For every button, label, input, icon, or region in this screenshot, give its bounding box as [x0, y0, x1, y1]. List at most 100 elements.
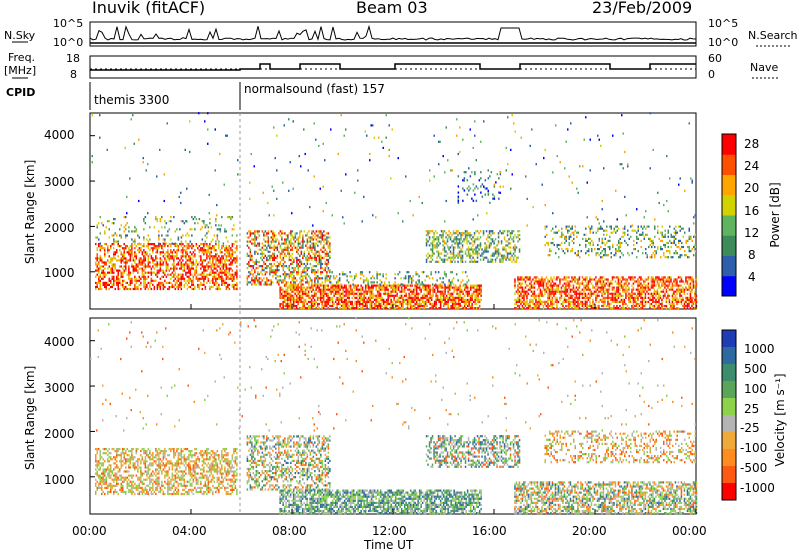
power-cell — [416, 283, 419, 286]
power-cell — [231, 255, 234, 258]
power-cell — [572, 304, 575, 308]
power-cell — [324, 242, 327, 245]
power-cell — [553, 302, 555, 306]
power-cell — [294, 232, 297, 235]
power-cell — [131, 245, 133, 248]
power-cell — [554, 288, 557, 291]
power-cell — [333, 286, 335, 289]
power-cell — [493, 232, 495, 235]
power-cell — [458, 238, 461, 241]
power-cell — [284, 260, 286, 264]
power-cell — [577, 302, 579, 306]
power-cell — [402, 307, 404, 310]
power-cell — [490, 260, 492, 263]
power-cell — [542, 284, 545, 287]
power-cell — [135, 228, 138, 231]
power-cell — [601, 292, 603, 295]
power-cell — [201, 287, 204, 291]
power-cell — [442, 302, 445, 306]
power-cell — [177, 249, 180, 252]
power-cell — [638, 294, 641, 297]
power-cell — [111, 277, 113, 280]
power-cell — [221, 255, 223, 258]
power-cell — [382, 286, 385, 289]
power-cell — [326, 262, 328, 266]
power-cell — [161, 275, 163, 278]
power-cell — [276, 248, 279, 251]
power-cell — [162, 275, 165, 278]
power-cell — [550, 304, 552, 308]
power-cell — [436, 242, 438, 245]
power-cell — [385, 273, 387, 276]
power-cell — [439, 277, 441, 280]
power-cell — [565, 286, 567, 289]
power-cell — [210, 273, 213, 276]
power-cell — [433, 300, 436, 303]
power-cell — [107, 267, 109, 270]
power-cell — [99, 216, 101, 219]
power-cell — [330, 286, 332, 289]
power-cell — [155, 259, 157, 262]
velocity-colorbar-segment — [722, 398, 736, 416]
power-cell — [457, 296, 460, 299]
power-cell — [301, 292, 304, 295]
power-cell — [355, 304, 358, 308]
power-cell — [270, 246, 273, 249]
power-cell — [370, 286, 373, 289]
power-cell — [231, 245, 234, 248]
power-cell — [373, 294, 376, 297]
power-cell — [104, 230, 106, 233]
power-cell — [388, 307, 391, 310]
power-cell — [227, 240, 229, 243]
power-cell — [113, 238, 115, 241]
power-cell — [209, 222, 211, 225]
power-cell — [310, 290, 313, 293]
power-cell — [668, 294, 671, 297]
power-cell — [532, 284, 534, 287]
power-cell — [656, 280, 659, 283]
power-cell — [114, 265, 116, 268]
power-cell — [431, 242, 434, 245]
power-cell — [137, 287, 139, 291]
power-cell — [134, 261, 136, 264]
power-cell — [273, 236, 276, 239]
power-cell — [188, 277, 190, 280]
power-cell — [246, 244, 249, 247]
vel-cb-tick-m25: -25 — [740, 421, 760, 435]
power-cell — [278, 242, 280, 245]
power-cell — [517, 234, 519, 237]
power-cell — [656, 282, 659, 285]
power-cell — [506, 232, 509, 235]
power-cell — [587, 288, 590, 291]
power-cell — [610, 307, 612, 310]
power-cell — [440, 252, 443, 255]
power-cell — [638, 284, 641, 287]
power-cell — [288, 252, 291, 255]
power-cell — [117, 275, 119, 278]
power-cell — [509, 234, 512, 237]
power-cell — [430, 271, 432, 274]
power-cell — [215, 220, 217, 223]
power-cell — [318, 240, 321, 243]
power-cell — [228, 255, 231, 258]
power-cell — [249, 230, 252, 233]
power-cell — [448, 236, 450, 239]
power-cell — [153, 271, 156, 274]
power-cell — [439, 252, 441, 255]
power-cell — [415, 283, 417, 286]
power-cell — [539, 280, 542, 283]
power-cell — [506, 240, 509, 243]
power-cell — [376, 271, 378, 274]
power-cell — [290, 234, 292, 237]
power-cell — [638, 276, 641, 279]
power-cell — [140, 257, 142, 260]
power-cell — [452, 240, 455, 243]
power-cell — [207, 279, 210, 282]
power-cell — [276, 256, 279, 259]
power-cell — [415, 286, 418, 289]
power-cell — [264, 273, 267, 276]
power-cell — [236, 275, 238, 278]
power-cell — [530, 300, 533, 303]
power-cell — [161, 283, 163, 286]
power-cell — [255, 238, 258, 241]
